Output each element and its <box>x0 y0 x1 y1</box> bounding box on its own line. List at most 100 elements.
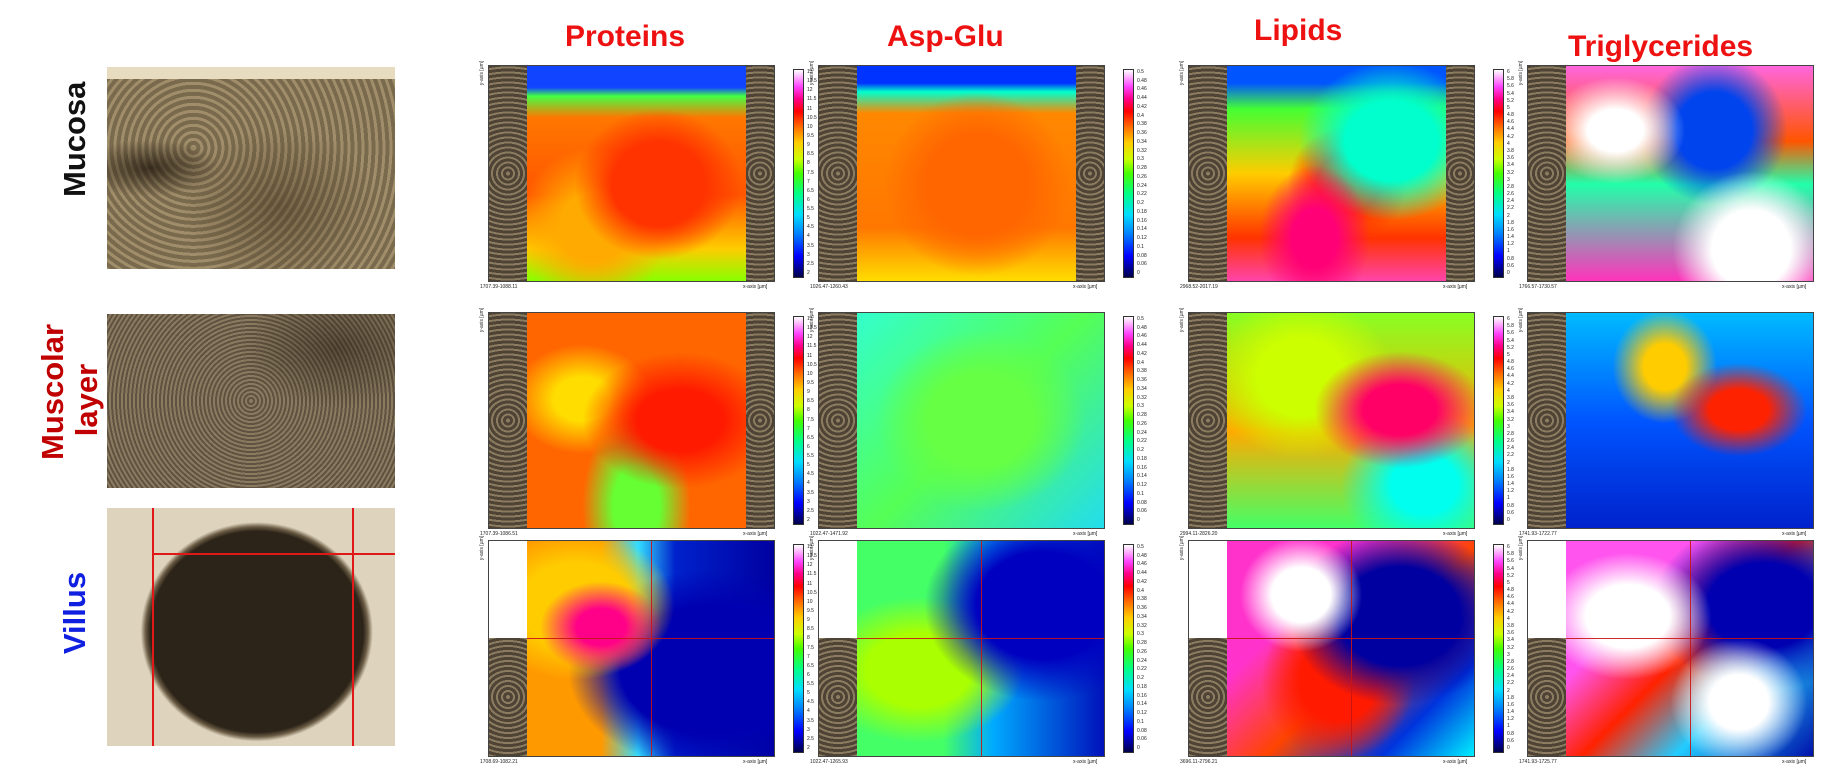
colorbar-tick: 0.38 <box>1137 121 1147 128</box>
colorbar-tick: 0.6 <box>1507 737 1514 744</box>
colorbar-tick: 0.16 <box>1137 692 1147 699</box>
heatmap-image <box>1227 313 1474 528</box>
colorbar-tick: 10.5 <box>807 114 817 121</box>
heatmap-image <box>1227 541 1474 756</box>
colorbar-tick: 4.4 <box>1507 601 1514 608</box>
colorbar-tick: 4.8 <box>1507 359 1514 366</box>
heatmap-triglycerides-row-2 <box>1527 312 1814 529</box>
heatmap-asp-glu-row-3 <box>818 540 1105 757</box>
colorbar-tick: 0.22 <box>1137 666 1147 673</box>
colorbar-tick: 0.18 <box>1137 208 1147 215</box>
colorbar-tick: 0 <box>1137 517 1140 523</box>
colorbar-tick: 0.42 <box>1137 350 1147 357</box>
colorbar-tick: 0.48 <box>1137 324 1147 331</box>
colorbar-tick: 2.2 <box>1507 205 1514 212</box>
colorbar-tick: 0.32 <box>1137 394 1147 401</box>
colorbar-tick: 2.4 <box>1507 198 1514 205</box>
colorbar-tick: 2 <box>807 745 810 751</box>
colorbar-tick: 2.8 <box>1507 430 1514 437</box>
colorbar-tick: 7.5 <box>807 169 814 176</box>
colorbar-tick: 0.24 <box>1137 657 1147 664</box>
y-axis-label: y-axis [µm] <box>809 60 816 86</box>
colorbar-tick: 11.5 <box>807 96 817 103</box>
colorbar-tick: 3.4 <box>1507 162 1514 169</box>
heatmap-proteins-row-2 <box>488 312 775 529</box>
colorbar-tick: 0.38 <box>1137 596 1147 603</box>
colorbar-tick: 1 <box>1507 248 1510 255</box>
overlay-photo-strip-left <box>489 66 527 281</box>
panel-footer-coords: 1766.57-1730.57 <box>1519 284 1557 290</box>
colorbar-tick: 10.5 <box>807 361 817 368</box>
panel-footer-coords: 1707.39-1088.11 <box>480 284 518 290</box>
colorbar: 0.5 0.48 0.46 0.44 0.42 0.4 0.38 0.36 0.34 0.32 0.… <box>1123 316 1147 525</box>
colorbar-tick: 5.2 <box>1507 344 1514 351</box>
colorbar-tick: 0.5 <box>1137 544 1144 550</box>
colorbar-tick: 0.36 <box>1137 605 1147 612</box>
colorbar-tick: 0.06 <box>1137 261 1147 268</box>
y-axis-label: y-axis [µm] <box>809 535 816 561</box>
colorbar: 0.5 0.48 0.46 0.44 0.42 0.4 0.38 0.36 0.34 0.32 0.… <box>1123 69 1147 278</box>
colorbar-tick: 1.2 <box>1507 241 1514 248</box>
overlay-photo-strip-left <box>489 637 527 756</box>
colorbar-tick: 10 <box>807 598 813 605</box>
overlay-photo-strip-left <box>1528 313 1566 528</box>
colorbar-tick: 4.8 <box>1507 587 1514 594</box>
colorbar-tick: 5.4 <box>1507 565 1514 572</box>
colorbar-tick: 6 <box>807 671 810 678</box>
x-axis-label: x-axis [µm] <box>1073 531 1098 537</box>
x-axis-label: x-axis [µm] <box>1073 759 1098 765</box>
colorbar-tick: 3 <box>1507 423 1510 430</box>
x-axis-label: x-axis [µm] <box>1443 284 1468 290</box>
colorbar-tick: 4 <box>807 480 810 487</box>
colorbar-tick: 0.1 <box>1137 718 1144 725</box>
y-axis-label: y-axis [µm] <box>479 307 486 333</box>
colorbar-tick: 9 <box>807 142 810 149</box>
colorbar-tick: 6 <box>807 196 810 203</box>
villus-crosshair-horizontal <box>152 553 395 555</box>
heatmap-image <box>857 541 1104 756</box>
colorbar-tick: 12 <box>807 562 813 569</box>
colorbar-tick: 5 <box>1507 104 1510 111</box>
colorbar-tick: 0.12 <box>1137 235 1147 242</box>
colorbar-tick: 6 <box>1507 544 1510 550</box>
colorbar-tick: 1.8 <box>1507 694 1514 701</box>
y-axis-label: y-axis [µm] <box>809 307 816 333</box>
colorbar-tick: 0.4 <box>1137 587 1144 594</box>
colorbar-tick: 0.18 <box>1137 455 1147 462</box>
colorbar-tick: 9 <box>807 617 810 624</box>
colorbar-tick: 4.5 <box>807 224 814 231</box>
colorbar-tick: 2.5 <box>807 260 814 267</box>
overlay-photo-strip-left <box>1189 313 1227 528</box>
crosshair-vertical <box>980 541 982 756</box>
heatmap-triglycerides-row-3 <box>1527 540 1814 757</box>
colorbar-tick: 4 <box>807 233 810 240</box>
crosshair-vertical <box>650 541 652 756</box>
colorbar-tick: 7.5 <box>807 416 814 423</box>
colorbar-tick: 5.2 <box>1507 572 1514 579</box>
colorbar-tick: 3.4 <box>1507 637 1514 644</box>
overlay-photo-strip-right <box>1446 66 1474 281</box>
colorbar-tick: 0 <box>1137 745 1140 751</box>
colorbar-tick: 0 <box>1507 270 1510 276</box>
colorbar-tick: 0.4 <box>1137 112 1144 119</box>
colorbar-tick: 4 <box>1507 615 1510 622</box>
colorbar-tick: 0.26 <box>1137 648 1147 655</box>
colorbar-tick: 0.36 <box>1137 130 1147 137</box>
colorbar-tick: 3.4 <box>1507 409 1514 416</box>
colorbar-tick: 0.46 <box>1137 333 1147 340</box>
y-axis-label: y-axis [µm] <box>1518 60 1525 86</box>
colorbar-tick: 3 <box>1507 651 1510 658</box>
x-axis-label: x-axis [µm] <box>1443 531 1468 537</box>
colorbar-tick: 4.6 <box>1507 594 1514 601</box>
colorbar-tick: 9.5 <box>807 132 814 139</box>
colorbar-tick: 5 <box>807 690 810 697</box>
colorbar-tick: 0.48 <box>1137 552 1147 559</box>
colorbar-tick: 2.4 <box>1507 673 1514 680</box>
colorbar-tick: 0.24 <box>1137 429 1147 436</box>
overlay-photo-strip-right <box>746 313 774 528</box>
panel-footer-coords: 1707.39-1086.51 <box>480 531 518 537</box>
heatmap-lipids-row-3 <box>1188 540 1475 757</box>
colorbar-tick: 0.16 <box>1137 217 1147 224</box>
colorbar-tick: 3.5 <box>807 489 814 496</box>
colorbar-tick: 12 <box>807 334 813 341</box>
